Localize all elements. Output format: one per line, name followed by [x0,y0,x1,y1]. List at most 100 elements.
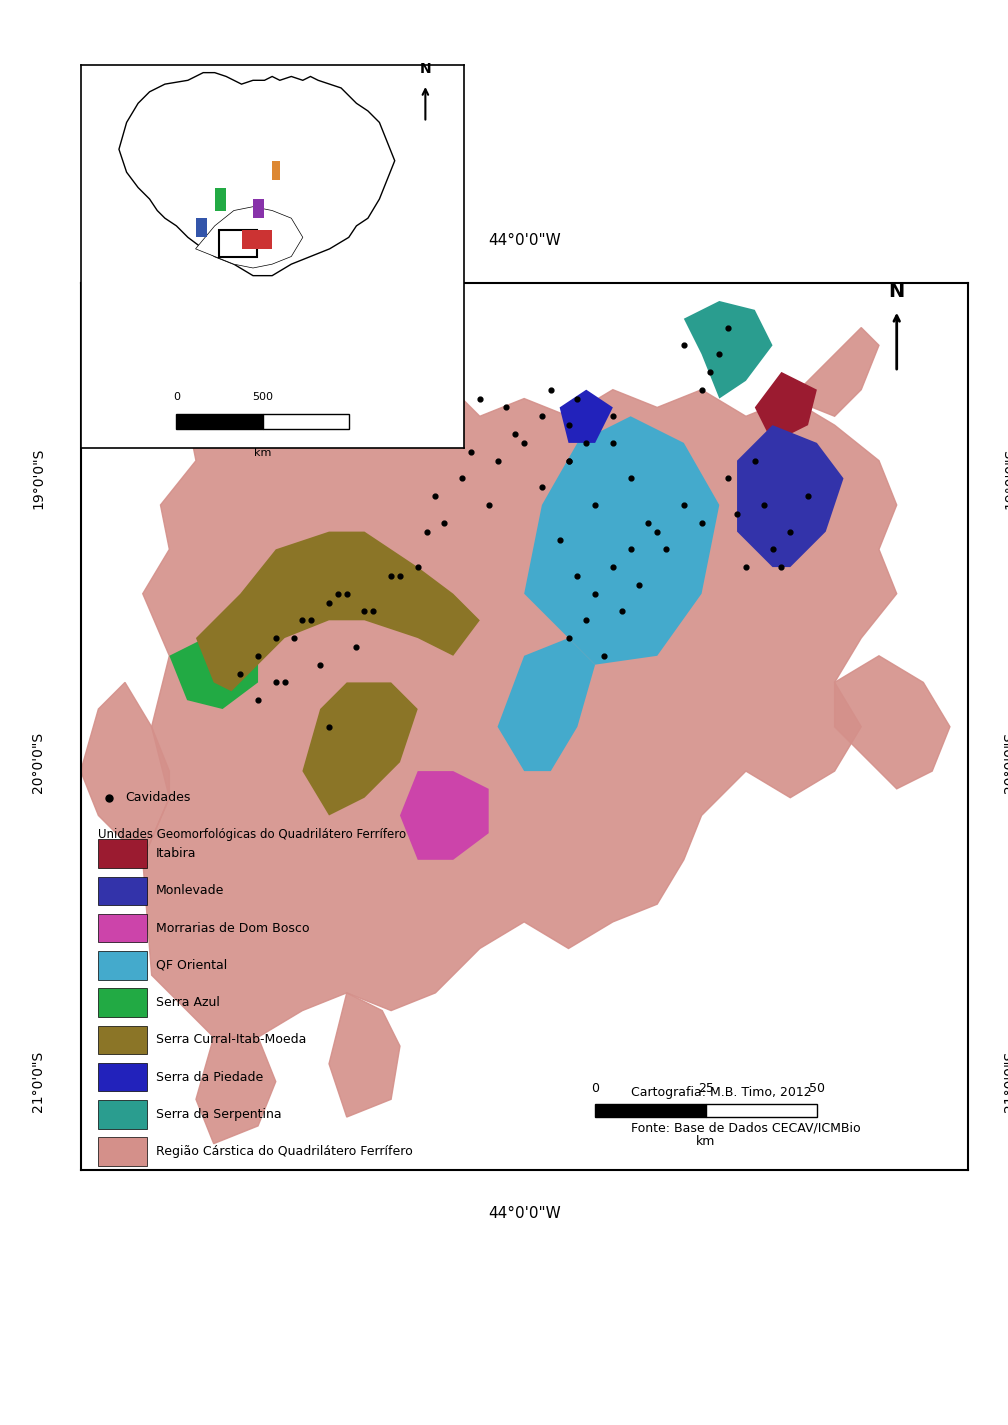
Bar [215,188,226,211]
Point [720,316,736,339]
Text: Fonte: Base de Dados CECAV/ICMBio: Fonte: Base de Dados CECAV/ICMBio [631,1121,860,1134]
Polygon shape [835,656,950,789]
Polygon shape [755,372,816,443]
Polygon shape [196,532,480,691]
Point [427,485,444,507]
Point [800,485,816,507]
FancyBboxPatch shape [99,876,147,905]
Text: Unidades Geomorfológicas do Quadrilátero Ferrífero: Unidades Geomorfológicas do Quadrilátero… [99,828,406,841]
Point [675,333,691,356]
Point [276,671,292,694]
Point [560,449,577,472]
Text: km: km [697,1134,716,1147]
Text: 0: 0 [173,392,179,402]
Point [330,583,346,606]
Text: 19°0'0"S: 19°0'0"S [31,447,45,509]
Point [481,493,497,516]
Point [570,564,586,587]
Point [738,556,754,579]
Point [321,591,337,614]
Point [321,715,337,738]
Bar [176,413,262,429]
Point [773,556,789,579]
Text: QF Oriental: QF Oriental [156,959,227,972]
Point [383,564,399,587]
Text: 50: 50 [808,1082,825,1094]
Point [720,467,736,490]
Point [534,476,550,499]
Point [250,688,266,711]
Point [339,583,355,606]
Point [587,583,603,606]
Point [675,493,691,516]
Point [605,432,621,455]
Text: 0: 0 [591,1082,599,1094]
Text: Região Cárstica do Quadrilátero Ferrífero: Região Cárstica do Quadrilátero Ferrífer… [156,1146,413,1159]
Text: Serra Curral-Itab-Moeda: Serra Curral-Itab-Moeda [156,1033,306,1046]
Text: 20°0'0"S: 20°0'0"S [1003,731,1008,792]
Bar [262,413,349,429]
FancyBboxPatch shape [99,950,147,979]
Point [614,600,630,623]
Point [303,608,320,631]
Point [268,671,284,694]
Point [507,423,523,446]
Polygon shape [737,425,844,567]
Point [551,529,568,551]
Point [312,653,329,675]
Point [454,467,470,490]
Point [490,449,506,472]
Point [409,556,425,579]
Polygon shape [169,638,258,710]
Point [623,467,639,490]
Bar [595,1104,706,1117]
Polygon shape [143,389,897,1037]
Point [694,512,710,534]
Point [348,636,364,658]
Point [436,512,453,534]
Point [587,493,603,516]
Point [764,539,780,561]
Point [658,539,674,561]
Point [623,539,639,561]
FancyBboxPatch shape [99,989,147,1017]
Point [268,627,284,650]
Polygon shape [498,638,595,771]
Point [463,440,479,463]
Point [294,608,310,631]
Text: 500: 500 [252,392,273,402]
Point [560,449,577,472]
Text: Monlevade: Monlevade [156,885,225,898]
Polygon shape [119,73,395,275]
Text: Serra da Piedade: Serra da Piedade [156,1070,263,1083]
Point [357,600,373,623]
Point [782,520,798,543]
Point [542,378,558,400]
Text: 44°0'0"W: 44°0'0"W [488,232,560,248]
Text: Morrarias de Dom Bosco: Morrarias de Dom Bosco [156,922,309,935]
Point [756,493,772,516]
Point [729,503,745,526]
Polygon shape [400,771,489,859]
Text: km: km [254,447,271,457]
Point [285,627,301,650]
Point [472,388,488,410]
Polygon shape [302,683,417,815]
Polygon shape [559,389,613,443]
Text: Itabira: Itabira [156,846,197,861]
Point [579,432,595,455]
Text: Serra Azul: Serra Azul [156,996,220,1009]
Point [694,378,710,400]
Point [498,396,514,419]
Point [596,644,612,667]
Bar [706,1104,816,1117]
Point [409,361,425,383]
Point [579,608,595,631]
Point [560,413,577,436]
Point [712,343,728,366]
Polygon shape [329,993,400,1117]
Text: 20°0'0"S: 20°0'0"S [31,731,45,792]
Bar [196,218,207,238]
FancyBboxPatch shape [99,1100,147,1129]
Polygon shape [196,207,302,268]
